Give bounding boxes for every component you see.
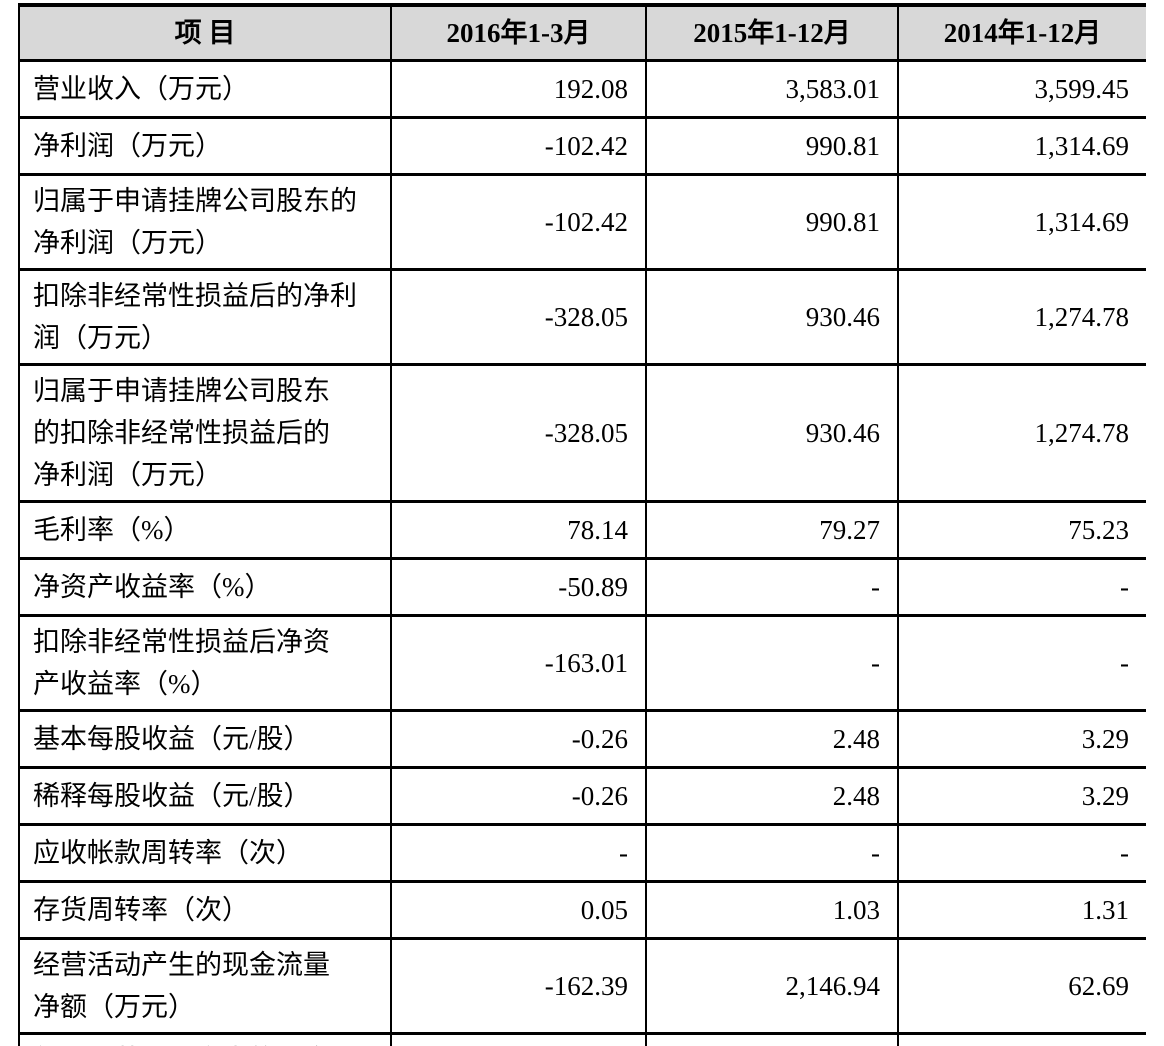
value-cell: 930.46 [645,363,898,502]
value-cell: 3.29 [897,709,1146,768]
column-header-2014: 2014年1-12月 [897,3,1146,62]
value-cell: - [645,823,898,882]
value-cell: 1,314.69 [897,116,1146,175]
value-cell: -102.42 [390,173,646,270]
value-cell: -163.01 [390,614,646,711]
column-header-2015: 2015年1-12月 [645,3,898,62]
row-label: 扣除非经常性损益后的净利 润（万元） [19,268,391,365]
financial-summary-table: 项 目 2016年1-3月 2015年1-12月 2014年1-12月 营业收入… [18,3,1146,1046]
row-label: 扣除非经常性损益后净资 产收益率（%） [19,614,391,711]
table-row-diluted-eps: 稀释每股收益（元/股） -0.26 2.48 3.29 [19,766,1146,825]
row-label: 归属于申请挂牌公司股东的 净利润（万元） [19,173,391,270]
row-label: 归属于申请挂牌公司股东 的扣除非经常性损益后的 净利润（万元） [19,363,391,502]
value-cell: 79.27 [645,500,898,559]
value-cell: 62.69 [897,937,1146,1034]
value-cell: -50.89 [390,557,646,616]
value-cell: -102.42 [390,116,646,175]
value-cell: -162.39 [390,937,646,1034]
value-cell: -0.26 [390,709,646,768]
table-row-gross-margin: 毛利率（%） 78.14 79.27 75.23 [19,500,1146,559]
table-row-net-profit-attributable: 归属于申请挂牌公司股东的 净利润（万元） -102.42 990.81 1,31… [19,173,1146,270]
table-row-roe-excl-nonrecurring: 扣除非经常性损益后净资 产收益率（%） -163.01 - - [19,614,1146,711]
row-label: 营业收入（万元） [19,59,391,118]
value-cell: -0.41 [390,1032,646,1046]
value-cell: - [390,823,646,882]
value-cell: 0.05 [390,880,646,939]
table-header-row: 项 目 2016年1-3月 2015年1-12月 2014年1-12月 [19,3,1146,62]
value-cell: - [897,823,1146,882]
column-header-2016: 2016年1-3月 [390,3,646,62]
value-cell: 2.48 [645,766,898,825]
table-row-operating-revenue: 营业收入（万元） 192.08 3,583.01 3,599.45 [19,59,1146,118]
value-cell: -328.05 [390,268,646,365]
value-cell: -328.05 [390,363,646,502]
table-row-basic-eps: 基本每股收益（元/股） -0.26 2.48 3.29 [19,709,1146,768]
row-label: 净利润（万元） [19,116,391,175]
value-cell: 1,274.78 [897,363,1146,502]
value-cell: 2.48 [645,709,898,768]
value-cell: 3,583.01 [645,59,898,118]
value-cell: 75.23 [897,500,1146,559]
table-row-inventory-turnover: 存货周转率（次） 0.05 1.03 1.31 [19,880,1146,939]
value-cell: 1.03 [645,880,898,939]
value-cell: 2,146.94 [645,937,898,1034]
value-cell: - [645,557,898,616]
value-cell: 192.08 [390,59,646,118]
column-header-item: 项 目 [19,3,391,62]
table-row-receivables-turnover: 应收帐款周转率（次） - - - [19,823,1146,882]
row-label: 毛利率（%） [19,500,391,559]
value-cell: 1.31 [897,880,1146,939]
value-cell: 3.29 [897,766,1146,825]
row-label: 应收帐款周转率（次） [19,823,391,882]
row-label: 净资产收益率（%） [19,557,391,616]
table-row-attributable-excl-nonrecurring: 归属于申请挂牌公司股东 的扣除非经常性损益后的 净利润（万元） -328.05 … [19,363,1146,502]
value-cell: 930.46 [645,268,898,365]
value-cell: 1,314.69 [897,173,1146,270]
value-cell: - [645,614,898,711]
value-cell: -0.26 [390,766,646,825]
value-cell: - [897,557,1146,616]
value-cell: 5.37 [645,1032,898,1046]
value-cell: 0.16 [897,1032,1146,1046]
row-label: 存货周转率（次） [19,880,391,939]
table-row-operating-cash-flow: 经营活动产生的现金流量 净额（万元） -162.39 2,146.94 62.6… [19,937,1146,1034]
table-row-net-profit-excl-nonrecurring: 扣除非经常性损益后的净利 润（万元） -328.05 930.46 1,274.… [19,268,1146,365]
value-cell: 78.14 [390,500,646,559]
value-cell: 1,274.78 [897,268,1146,365]
row-label: 经营活动产生的现金流量 净额（万元） [19,937,391,1034]
row-label: 基本每股收益（元/股） [19,709,391,768]
value-cell: 990.81 [645,116,898,175]
value-cell: - [897,614,1146,711]
table-row-roe: 净资产收益率（%） -50.89 - - [19,557,1146,616]
value-cell: 990.81 [645,173,898,270]
table-row-net-profit: 净利润（万元） -102.42 990.81 1,314.69 [19,116,1146,175]
value-cell: 3,599.45 [897,59,1146,118]
row-label: 稀释每股收益（元/股） [19,766,391,825]
